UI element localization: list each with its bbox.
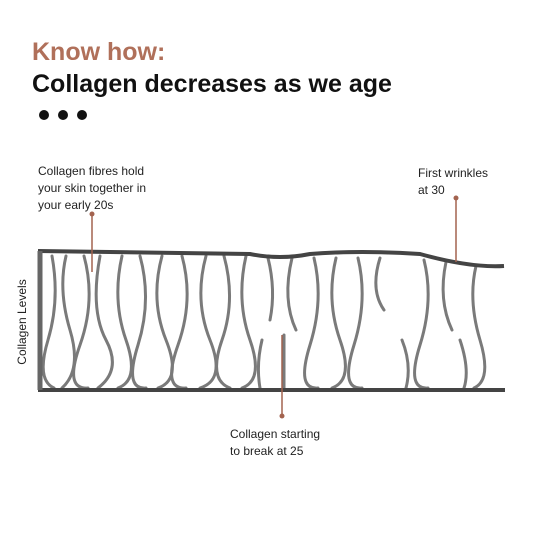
annotation-line: Collagen fibres hold	[38, 164, 144, 178]
pointer-dot	[89, 211, 95, 217]
fibres	[41, 254, 487, 390]
kicker: Know how:	[32, 38, 165, 66]
annotation: Collagen starting to break at 25	[230, 427, 323, 458]
axis-label: Collagen Levels	[15, 279, 29, 364]
annotation-line: First wrinkles	[418, 166, 488, 180]
pointer-dot	[453, 195, 459, 201]
annotation-line: at 30	[418, 183, 445, 197]
annotation-line: to break at 25	[230, 444, 304, 458]
title: Collagen decreases as we age	[32, 70, 392, 98]
annotation-line: your early 20s	[38, 198, 113, 212]
annotation: First wrinkles at 30	[418, 166, 491, 197]
annotation-line: your skin together in	[38, 181, 146, 195]
annotation: Collagen fibres hold your skin together …	[38, 164, 149, 212]
dots	[39, 110, 87, 120]
skin-surface	[37, 249, 505, 269]
pointer-dot	[279, 413, 285, 419]
annotation-line: Collagen starting	[230, 427, 320, 441]
